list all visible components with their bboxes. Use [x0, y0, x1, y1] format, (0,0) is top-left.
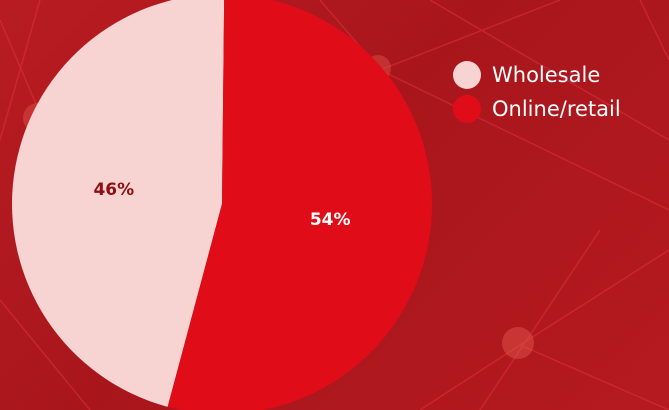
pie-label-wholesale: 46%: [93, 180, 134, 200]
pie-slice-wholesale: [12, 0, 225, 407]
legend-item-wholesale: Wholesale: [453, 58, 621, 92]
pie-label-online-retail: 54%: [310, 210, 351, 230]
legend-swatch-online-retail: [453, 95, 481, 123]
legend-label-wholesale: Wholesale: [492, 63, 601, 87]
chart-legend: Wholesale Online/retail: [453, 58, 621, 126]
legend-item-online-retail: Online/retail: [453, 92, 621, 126]
legend-swatch-wholesale: [453, 61, 481, 89]
pie-slice-online-retail: [167, 0, 432, 410]
legend-label-online-retail: Online/retail: [492, 97, 621, 121]
glow-dot: [502, 327, 534, 359]
